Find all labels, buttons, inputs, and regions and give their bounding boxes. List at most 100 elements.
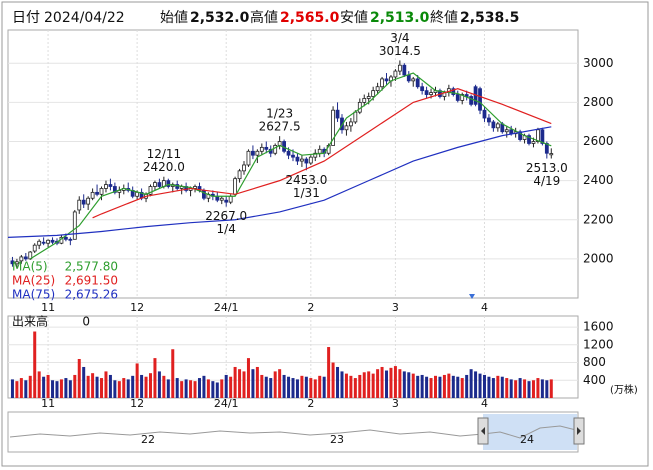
candle-body <box>237 170 242 180</box>
candle-body <box>255 150 260 156</box>
y-tick-label: 2400 <box>583 173 614 187</box>
volume-bar <box>451 375 455 398</box>
annotation-value: 2627.5 <box>259 120 301 134</box>
y-tick-label: 2000 <box>583 251 614 265</box>
candle-body <box>264 146 269 150</box>
candle-body <box>406 74 411 82</box>
volume-bar <box>353 378 357 398</box>
volume-bar <box>478 373 482 398</box>
legend-name: MA(5) <box>12 260 48 274</box>
volume-bar <box>229 376 233 398</box>
volume-bar <box>291 378 295 398</box>
volume-bar <box>456 376 460 398</box>
candle-body <box>340 117 344 131</box>
volume-bar <box>278 369 282 398</box>
volume-bar <box>482 374 486 398</box>
handle-icon <box>577 427 581 435</box>
candle-body <box>112 186 117 193</box>
candle-body <box>531 141 536 144</box>
candle-body <box>411 78 416 82</box>
volume-bar <box>246 358 250 398</box>
candle-body <box>68 238 73 241</box>
marker <box>469 294 475 299</box>
volume-bar <box>33 331 37 398</box>
volume-bar <box>304 376 308 398</box>
volume-bar <box>505 378 509 398</box>
volume-bar <box>295 379 299 398</box>
volume-bar <box>500 376 504 398</box>
legend-name: MA(75) <box>12 288 55 302</box>
volume-bar <box>215 382 219 398</box>
volume-bar <box>157 371 161 398</box>
volume-bar <box>549 379 553 398</box>
volume-bar <box>59 379 63 398</box>
volume-bar <box>269 378 273 398</box>
candle-body <box>246 150 251 166</box>
volume-bar <box>180 381 184 398</box>
volume-bar <box>407 372 411 398</box>
volume-bar <box>37 371 41 398</box>
volume-bar <box>429 378 433 398</box>
volume-bar <box>184 379 188 398</box>
volume-bar <box>24 380 28 398</box>
candle-body <box>41 241 46 244</box>
volume-bar <box>162 375 166 398</box>
volume-bar <box>318 375 322 398</box>
volume-bar <box>434 375 437 398</box>
volume-bar <box>193 381 197 398</box>
legend-value: 2,675.26 <box>65 288 118 302</box>
field-label: 高値 <box>250 9 278 26</box>
date: 2024/04/22 <box>44 10 125 26</box>
volume-bar <box>19 378 23 398</box>
candle-body <box>487 117 491 123</box>
volume-bar <box>367 371 371 398</box>
annotation-value: 2267.0 <box>205 209 247 223</box>
volume-bar <box>260 374 264 398</box>
field-label: 始値 <box>160 10 188 26</box>
volume-bar <box>86 375 90 398</box>
volume-bar <box>523 379 527 398</box>
volume-bar <box>242 371 246 398</box>
candle-body <box>451 88 456 95</box>
volume-bar <box>202 375 206 398</box>
x-tick-label: 11 <box>41 301 55 314</box>
volume-tick-label: 1200 <box>583 337 614 351</box>
candle-body <box>166 180 171 187</box>
x-tick-label: 24/1 <box>214 301 239 314</box>
volume-bar <box>197 378 201 398</box>
volume-bar <box>255 366 259 398</box>
candle-body <box>393 70 398 78</box>
volume-bar <box>514 380 518 398</box>
candle-body <box>362 98 367 103</box>
navigator-label: 22 <box>141 433 155 446</box>
candle-body <box>86 197 91 205</box>
volume-bar <box>313 379 317 398</box>
volume-bar <box>77 358 81 398</box>
volume-bar <box>398 369 402 398</box>
x-tick-label: 2 <box>307 397 314 410</box>
volume-bar <box>131 375 135 398</box>
candle-body <box>424 90 429 95</box>
candle-body <box>331 109 335 146</box>
annotation-date: 1/4 <box>217 222 236 236</box>
candle-body <box>104 184 108 189</box>
candle-body <box>108 184 113 187</box>
volume-bar <box>371 373 375 398</box>
volume-tick-label: 800 <box>583 355 606 369</box>
x-tick-label: 2 <box>307 301 314 314</box>
candle-body <box>402 64 407 76</box>
candle-body <box>460 94 465 101</box>
ma-line <box>92 88 552 219</box>
volume-bar <box>73 374 77 398</box>
volume-bar <box>442 374 446 398</box>
volume-bar <box>95 376 99 398</box>
volume-bar <box>55 381 59 398</box>
volume-bar <box>438 376 442 398</box>
candle-body <box>228 195 233 203</box>
volume-bar <box>336 366 340 398</box>
candle-body <box>95 191 99 195</box>
volume-bar <box>518 378 522 398</box>
volume-bar <box>322 376 326 398</box>
volume-bar <box>389 367 393 398</box>
